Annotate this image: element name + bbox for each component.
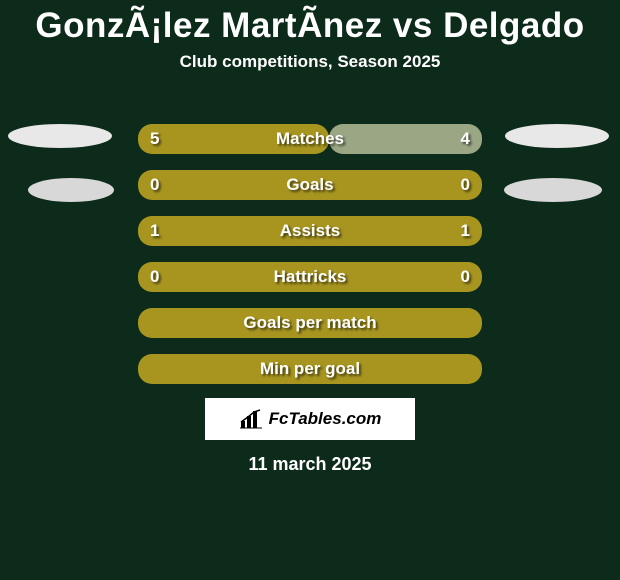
stat-value-player2: 0 [461, 175, 470, 195]
stat-value-player1: 0 [150, 267, 159, 287]
player-avatar-ellipse [8, 124, 112, 148]
stat-bar: Matches 5 4 [138, 124, 482, 154]
subtitle: Club competitions, Season 2025 [0, 52, 620, 72]
page-title: GonzÃ¡lez MartÃ­nez vs Delgado [0, 0, 620, 46]
date-text: 11 march 2025 [0, 454, 620, 475]
stat-value-player2: 1 [461, 221, 470, 241]
fctables-logo: FcTables.com [205, 398, 415, 440]
comparison-card: GonzÃ¡lez MartÃ­nez vs Delgado Club comp… [0, 0, 620, 580]
stat-label: Assists [280, 221, 340, 241]
stats-container: Matches54Goals00Assists11Hattricks00Goal… [138, 124, 482, 400]
player-avatar-ellipse [504, 178, 602, 202]
stat-bar: Assists 1 1 [138, 216, 482, 246]
stat-bar: Min per goal [138, 354, 482, 384]
stat-bar: Goals per match [138, 308, 482, 338]
stat-bar: Hattricks 0 0 [138, 262, 482, 292]
stat-label: Matches [276, 129, 344, 149]
player-avatar-ellipse [505, 124, 609, 148]
stat-label: Min per goal [260, 359, 360, 379]
stat-value-player1: 5 [150, 129, 159, 149]
stat-label: Hattricks [274, 267, 347, 287]
stat-value-player2: 0 [461, 267, 470, 287]
stat-label: Goals [286, 175, 333, 195]
player-avatar-ellipse [28, 178, 114, 202]
stat-value-player2: 4 [461, 129, 470, 149]
stat-value-player1: 0 [150, 175, 159, 195]
bar-chart-icon [239, 409, 263, 429]
stat-bar: Goals 0 0 [138, 170, 482, 200]
stat-value-player1: 1 [150, 221, 159, 241]
logo-text: FcTables.com [269, 409, 382, 429]
stat-label: Goals per match [243, 313, 376, 333]
